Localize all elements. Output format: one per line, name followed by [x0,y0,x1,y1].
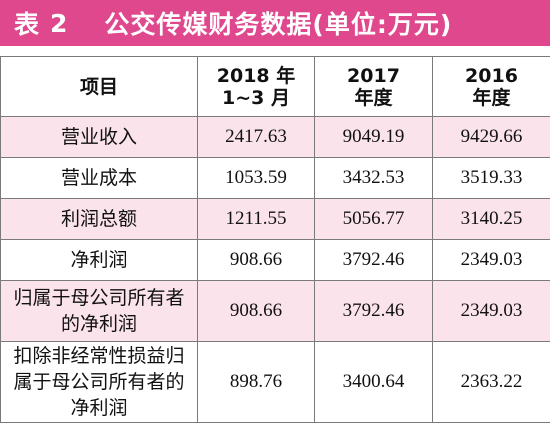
row-item: 利润总额 [0,198,198,240]
header-2017-label: 2017 年度 [347,64,400,109]
header-2017: 2017 年度 [314,56,433,117]
header-2016: 2016 年度 [432,56,550,117]
table-row: 归属于母公司所有者的净利润 908.66 3792.46 2349.03 [0,280,550,342]
header-2016-label: 2016 年度 [465,64,518,109]
cell-2016: 3519.33 [432,157,550,199]
cell-2018q1: 2417.63 [197,116,315,158]
table-row: 扣除非经常性损益归属于母公司所有者的净利润 898.76 3400.64 236… [0,341,550,423]
cell-2017: 3400.64 [314,341,433,423]
header-item-label: 项目 [79,75,118,98]
cell-2016: 3140.25 [432,198,550,240]
financial-table: 项目 2018 年 1~3 月 2017 年度 2016 年度 营业收入 241… [0,56,550,423]
cell-2018q1: 908.66 [197,239,315,281]
table-row: 营业成本 1053.59 3432.53 3519.33 [0,157,550,199]
cell-2016: 2349.03 [432,239,550,281]
cell-2016: 2363.22 [432,341,550,423]
cell-2018q1: 1053.59 [197,157,315,199]
table-row: 营业收入 2417.63 9049.19 9429.66 [0,116,550,158]
table-row: 利润总额 1211.55 5056.77 3140.25 [0,198,550,240]
table-title-number: 2 [50,8,69,38]
row-item: 扣除非经常性损益归属于母公司所有者的净利润 [0,341,198,423]
table-title: 表 2 公交传媒财务数据(单位:万元) [0,0,550,46]
table-row: 净利润 908.66 3792.46 2349.03 [0,239,550,281]
cell-2017: 3792.46 [314,280,433,342]
header-item: 项目 [0,56,198,117]
row-item: 营业成本 [0,157,198,199]
cell-2017: 3432.53 [314,157,433,199]
cell-2016: 2349.03 [432,280,550,342]
row-item: 营业收入 [0,116,198,158]
row-item: 净利润 [0,239,198,281]
header-2018q1: 2018 年 1~3 月 [197,56,315,117]
cell-2018q1: 898.76 [197,341,315,423]
header-row: 项目 2018 年 1~3 月 2017 年度 2016 年度 [0,56,550,117]
cell-2018q1: 908.66 [197,280,315,342]
cell-2017: 9049.19 [314,116,433,158]
cell-2017: 5056.77 [314,198,433,240]
cell-2018q1: 1211.55 [197,198,315,240]
cell-2016: 9429.66 [432,116,550,158]
row-item: 归属于母公司所有者的净利润 [0,280,198,342]
header-2018q1-label: 2018 年 1~3 月 [216,64,296,109]
cell-2017: 3792.46 [314,239,433,281]
table-title-text: 公交传媒财务数据(单位:万元) [104,10,453,39]
table-title-label: 表 [14,10,41,39]
